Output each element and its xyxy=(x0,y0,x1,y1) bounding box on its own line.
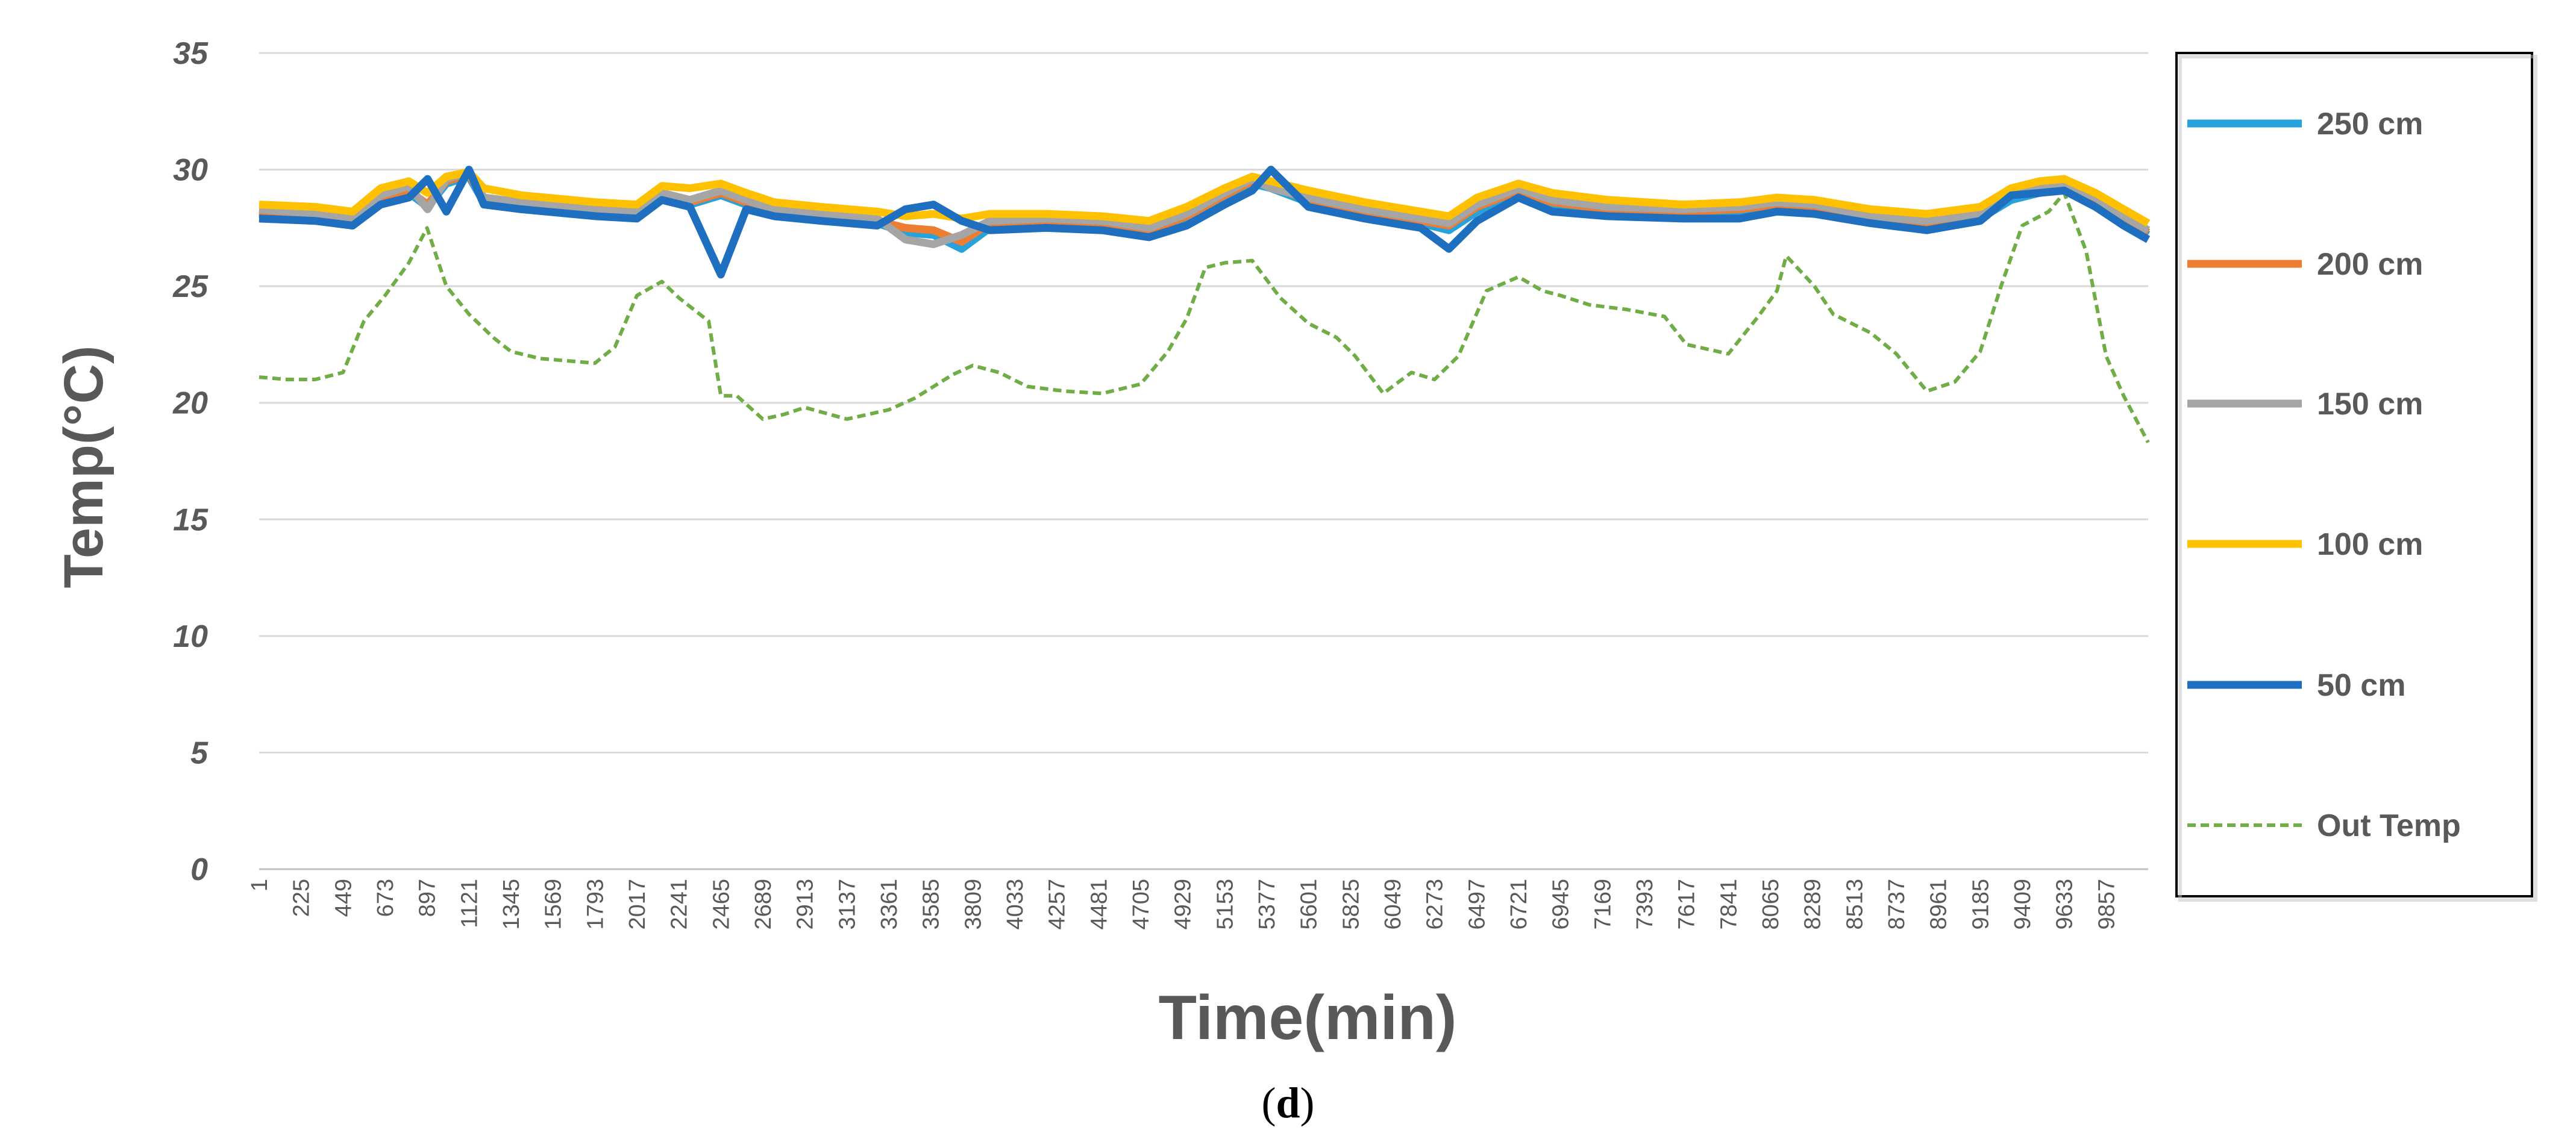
x-tick-label: 2241 xyxy=(667,879,692,930)
x-tick-label: 673 xyxy=(373,879,398,917)
y-tick-label: 25 xyxy=(172,269,208,304)
x-tick-label: 6273 xyxy=(1423,879,1448,930)
x-tick-label: 7169 xyxy=(1590,879,1615,930)
series-line-out-temp xyxy=(259,191,2150,443)
x-tick-label: 8513 xyxy=(1842,879,1867,930)
x-tick-label: 1 xyxy=(247,879,272,891)
series-line-150-cm xyxy=(259,167,2151,248)
x-tick-label: 8737 xyxy=(1884,879,1910,930)
x-tick-label: 4705 xyxy=(1129,879,1154,930)
x-tick-label: 5601 xyxy=(1297,879,1322,930)
x-tick-label: 5825 xyxy=(1338,879,1364,930)
x-tick-label: 1569 xyxy=(541,879,566,930)
x-tick-label: 7617 xyxy=(1675,879,1700,930)
x-tick-label: 2689 xyxy=(751,879,776,930)
x-tick-label: 2465 xyxy=(709,879,734,930)
caption-close: ) xyxy=(1300,1079,1315,1127)
y-tick-label: 30 xyxy=(173,153,208,188)
x-tick-label: 7841 xyxy=(1716,879,1741,930)
x-tick-label: 7393 xyxy=(1632,879,1658,930)
x-tick-label: 3809 xyxy=(961,879,986,930)
x-tick-label: 6721 xyxy=(1506,879,1532,930)
y-tick-label: 35 xyxy=(173,36,208,71)
x-tick-label: 2913 xyxy=(793,879,818,930)
x-tick-label: 4033 xyxy=(1003,879,1028,930)
x-axis-title: Time(min) xyxy=(1158,983,1456,1053)
caption-open: ( xyxy=(1261,1079,1276,1127)
legend-box xyxy=(2175,52,2533,897)
x-tick-label: 6049 xyxy=(1380,879,1406,930)
x-tick-label: 897 xyxy=(415,879,440,917)
x-tick-label: 6945 xyxy=(1549,879,1574,930)
x-tick-label: 3137 xyxy=(835,879,860,930)
x-tick-label: 225 xyxy=(289,879,315,917)
figure-caption: (d) xyxy=(0,1078,2576,1128)
x-tick-label: 5153 xyxy=(1212,879,1238,930)
x-tick-label: 9409 xyxy=(2010,879,2035,930)
legend-label: 200 cm xyxy=(2317,247,2423,282)
legend-label: 50 cm xyxy=(2317,668,2405,703)
x-tick-label: 1793 xyxy=(583,879,608,930)
x-tick-label: 8961 xyxy=(1926,879,1952,930)
x-tick-label: 3361 xyxy=(877,879,902,930)
x-tick-labels: 1 225 449 673 897 1121 1345 1569 1793 2017 2241 246… xyxy=(247,879,2119,930)
y-tick-label: 5 xyxy=(190,735,208,770)
x-tick-label: 5377 xyxy=(1255,879,1280,930)
caption-letter: d xyxy=(1276,1079,1300,1127)
legend-label: 100 cm xyxy=(2317,527,2423,562)
y-tick-label: 15 xyxy=(173,502,208,537)
x-tick-label: 8289 xyxy=(1800,879,1826,930)
y-axis-title: Temp(°C) xyxy=(53,345,114,588)
x-tick-label: 4481 xyxy=(1086,879,1112,930)
legend-label: Out Temp xyxy=(2317,808,2461,843)
x-tick-label: 4257 xyxy=(1045,879,1070,930)
series-line-100-cm xyxy=(259,167,2151,227)
gridlines xyxy=(259,52,2148,870)
x-tick-label: 8065 xyxy=(1758,879,1784,930)
y-tick-label: 20 xyxy=(172,386,208,421)
x-tick-label: 9185 xyxy=(1968,879,1993,930)
x-tick-label: 6497 xyxy=(1464,879,1490,930)
legend-label: 150 cm xyxy=(2317,387,2423,422)
y-tick-labels: 0 5 10 15 20 25 30 35 xyxy=(172,36,208,887)
x-tick-label: 3585 xyxy=(919,879,944,930)
series-lines xyxy=(259,166,2151,443)
x-tick-label: 1121 xyxy=(457,879,482,928)
legend-label: 250 cm xyxy=(2317,107,2423,142)
y-tick-label: 10 xyxy=(173,619,208,654)
legend: 250 cm 200 cm 150 cm 100 cm 50 cm Out Temp xyxy=(2175,52,2537,902)
x-tick-label: 9857 xyxy=(2094,879,2119,930)
series-line-50-cm xyxy=(259,166,2151,279)
x-tick-label: 4929 xyxy=(1171,879,1196,930)
x-tick-label: 449 xyxy=(331,879,356,917)
x-tick-label: 9633 xyxy=(2052,879,2078,930)
x-tick-label: 2017 xyxy=(625,879,650,930)
x-tick-label: 1345 xyxy=(499,879,524,930)
y-tick-label: 0 xyxy=(190,852,208,887)
